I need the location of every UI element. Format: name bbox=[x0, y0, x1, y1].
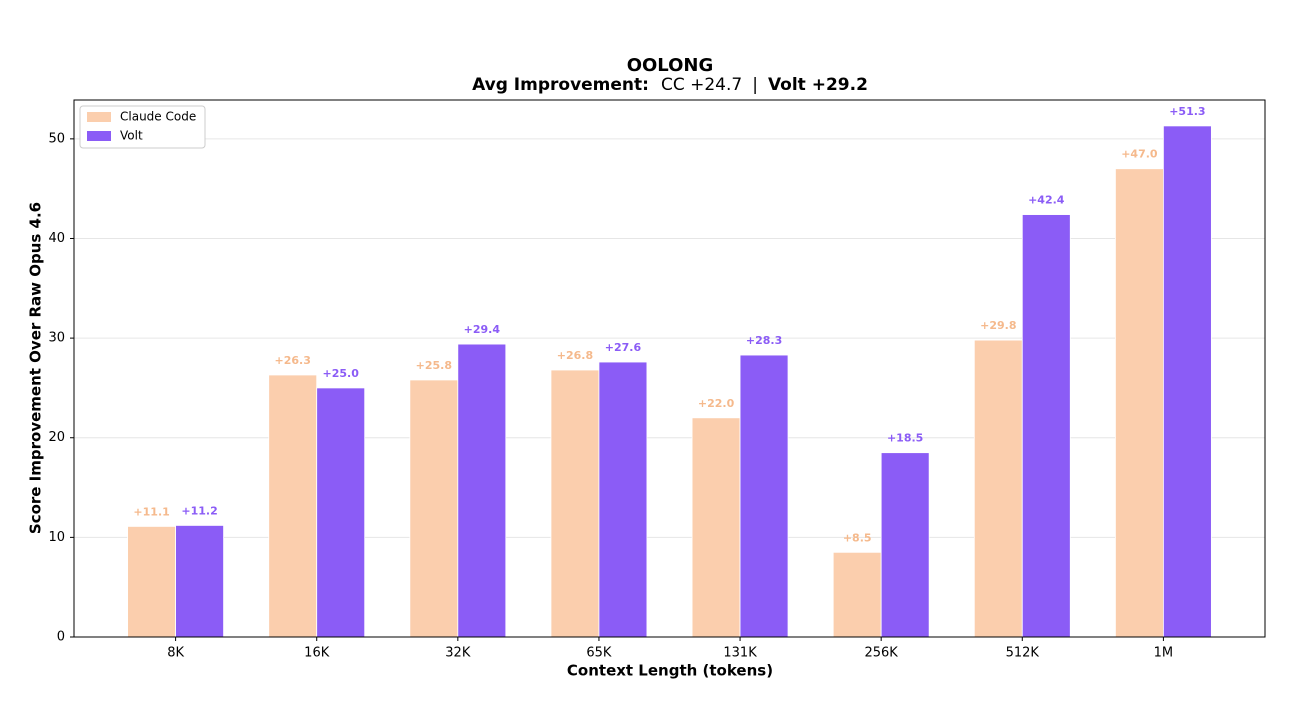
x-tick-label: 1M bbox=[1154, 646, 1174, 661]
value-label: +27.6 bbox=[605, 341, 642, 354]
bar bbox=[1115, 168, 1164, 638]
value-label: +18.5 bbox=[887, 432, 923, 445]
value-label: +29.8 bbox=[980, 319, 1016, 332]
plot-frame bbox=[73, 99, 1266, 638]
value-label: +8.5 bbox=[843, 531, 872, 544]
legend-swatch bbox=[87, 112, 111, 122]
bar bbox=[457, 343, 507, 638]
bar bbox=[691, 417, 741, 638]
value-label: +51.3 bbox=[1169, 105, 1205, 118]
value-label: +47.0 bbox=[1121, 148, 1158, 161]
bar bbox=[127, 526, 177, 638]
subtitle-part: | bbox=[752, 75, 758, 95]
x-tick-label: 16K bbox=[304, 646, 330, 661]
value-label: +29.4 bbox=[464, 323, 501, 336]
subtitle-part: CC +24.7 bbox=[661, 75, 742, 95]
value-label: +11.1 bbox=[133, 505, 169, 518]
value-label: +25.0 bbox=[323, 367, 360, 380]
y-tick-label: 50 bbox=[48, 131, 65, 146]
x-axis-label: Context Length (tokens) bbox=[567, 662, 773, 680]
value-label: +28.3 bbox=[746, 334, 782, 347]
y-tick-label: 10 bbox=[48, 530, 65, 545]
bar bbox=[598, 361, 648, 638]
value-label: +42.4 bbox=[1028, 194, 1065, 207]
x-tick-label: 512K bbox=[1006, 646, 1040, 661]
bar bbox=[550, 369, 600, 638]
value-label: +11.2 bbox=[181, 504, 217, 517]
value-label: +26.8 bbox=[557, 349, 593, 362]
bar bbox=[1162, 125, 1212, 638]
x-tick-label: 131K bbox=[723, 646, 757, 661]
legend-swatch bbox=[87, 131, 111, 141]
value-label: +26.3 bbox=[275, 354, 311, 367]
y-axis-label: Score Improvement Over Raw Opus 4.6 bbox=[27, 202, 45, 534]
chart-subtitle: Avg Improvement: CC +24.7 | Volt +29.2 bbox=[472, 75, 868, 95]
y-tick-label: 0 bbox=[57, 630, 65, 645]
chart-title: OOLONG bbox=[627, 55, 714, 76]
legend: Claude Code Volt bbox=[79, 105, 206, 149]
y-tick-label: 30 bbox=[48, 331, 65, 346]
legend-box bbox=[79, 105, 206, 149]
bar bbox=[316, 387, 366, 638]
x-tick-label: 32K bbox=[445, 646, 471, 661]
x-tick-label: 256K bbox=[864, 646, 898, 661]
bar bbox=[268, 374, 318, 638]
bar bbox=[1021, 214, 1071, 638]
bar bbox=[409, 379, 459, 638]
legend-label: Claude Code bbox=[120, 110, 196, 124]
x-tick-label: 8K bbox=[167, 646, 184, 661]
y-tick-label: 20 bbox=[48, 430, 65, 445]
subtitle-part: Avg Improvement: bbox=[472, 75, 649, 95]
subtitle-part: Volt +29.2 bbox=[768, 75, 868, 95]
y-tick-label: 40 bbox=[48, 231, 65, 246]
bar bbox=[175, 525, 224, 638]
value-label: +25.8 bbox=[416, 359, 452, 372]
bar bbox=[973, 339, 1023, 638]
x-tick-label: 65K bbox=[586, 646, 612, 661]
bar bbox=[739, 354, 789, 638]
value-label: +22.0 bbox=[698, 397, 735, 410]
legend-label: Volt bbox=[120, 129, 143, 143]
bar bbox=[880, 452, 930, 638]
bar bbox=[832, 551, 882, 638]
